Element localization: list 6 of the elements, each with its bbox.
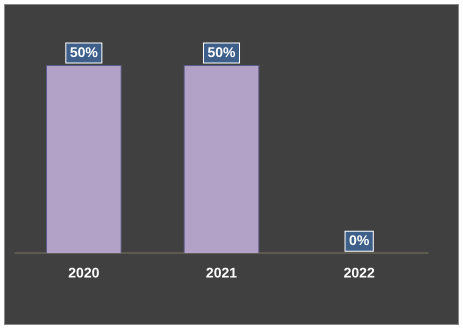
x-tick-label: 2022 [344,264,375,280]
data-label: 0% [349,232,370,248]
data-label: 50% [70,44,98,60]
data-label: 50% [207,44,236,60]
x-tick-label: 2020 [68,264,100,280]
x-tick-label: 2021 [206,264,238,280]
